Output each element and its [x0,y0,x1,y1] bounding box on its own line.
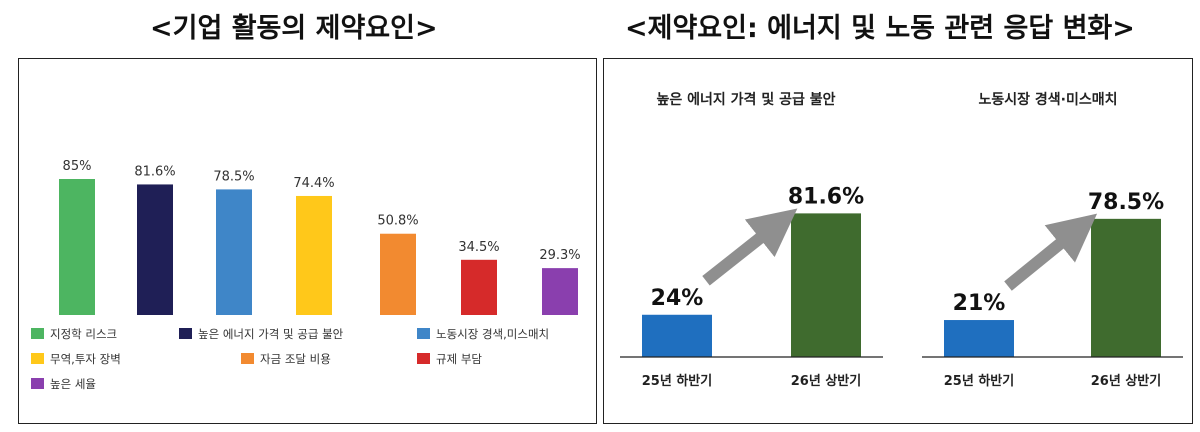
panel-1-category-label-1: 25년 하반기 [642,373,712,389]
panel-1-category-label-2: 26년 상반기 [791,373,861,389]
panel-1-bar-1 [642,314,712,357]
bar-4 [296,195,332,315]
legend-label-7: 높은 세율 [50,377,96,391]
panel-2-category-label-2: 26년 상반기 [1091,373,1161,389]
legend-label-3: 노동시장 경색,미스매치 [436,327,549,341]
panel-1-increase-arrow [702,208,798,286]
panel-2-category-label-1: 25년 하반기 [944,373,1014,389]
constraint-factors-bar-chart: 85% 81.6% 78.5% 74.4% 50.8% 34.5% 29.3% 지정학 리스크… [31,159,581,391]
bar-value-label-1: 85% [63,159,92,174]
bar-7 [542,268,578,315]
response-change-bar-charts: 높은 에너지 가격 및 공급 불안 24% 25년 하반기 81.6% 26년 상반기 노… [620,91,1183,389]
response-change-chart-panel: 높은 에너지 가격 및 공급 불안 24% 25년 하반기 81.6% 26년 상반기 노… [603,58,1193,424]
legend-swatch-7 [31,378,44,389]
bar-value-label-2: 81.6% [134,164,175,179]
legend-swatch-2 [179,328,192,339]
bar-3 [216,189,252,315]
legend-label-6: 규제 부담 [436,352,482,366]
constraint-factors-chart-panel: 85% 81.6% 78.5% 74.4% 50.8% 34.5% 29.3% 지정학 리스크… [18,58,597,424]
bar-value-label-4: 74.4% [293,176,334,191]
legend-swatch-1 [31,328,44,339]
panel-1-value-label-1: 24% [651,286,704,311]
legend-swatch-6 [417,353,430,364]
panel-2-increase-arrow [1004,213,1098,291]
panel-2-value-label-1: 21% [953,291,1006,316]
panel-2-bar-1 [944,320,1014,357]
panel-1-value-label-2: 81.6% [788,184,864,209]
panel-2-title: 노동시장 경색·미스매치 [979,91,1118,108]
panel-2-bar-2 [1091,218,1161,357]
left-chart-heading: <기업 활동의 제약요인> [150,13,438,44]
legend-swatch-5 [241,353,254,364]
right-chart-heading: <제약요인: 에너지 및 노동 관련 응답 변화> [625,13,1135,44]
legend-swatch-3 [417,328,430,339]
bar-1 [59,179,95,315]
bar-5 [380,233,416,315]
legend-label-4: 무역,투자 장벽 [50,352,121,366]
bar-value-label-7: 29.3% [539,248,580,263]
legend-label-1: 지정학 리스크 [50,327,117,341]
panel-1-bar-2 [791,213,861,357]
legend-label-5: 자금 조달 비용 [260,352,331,366]
bar-value-label-3: 78.5% [213,169,254,184]
panel-1-title: 높은 에너지 가격 및 공급 불안 [657,91,836,108]
bar-value-label-6: 34.5% [458,240,499,255]
bar-value-label-5: 50.8% [377,214,418,229]
legend-label-2: 높은 에너지 가격 및 공급 불안 [198,327,344,341]
panel-2-value-label-2: 78.5% [1088,190,1164,215]
bar-6 [461,259,497,315]
legend-swatch-4 [31,353,44,364]
bar-2 [137,184,173,315]
